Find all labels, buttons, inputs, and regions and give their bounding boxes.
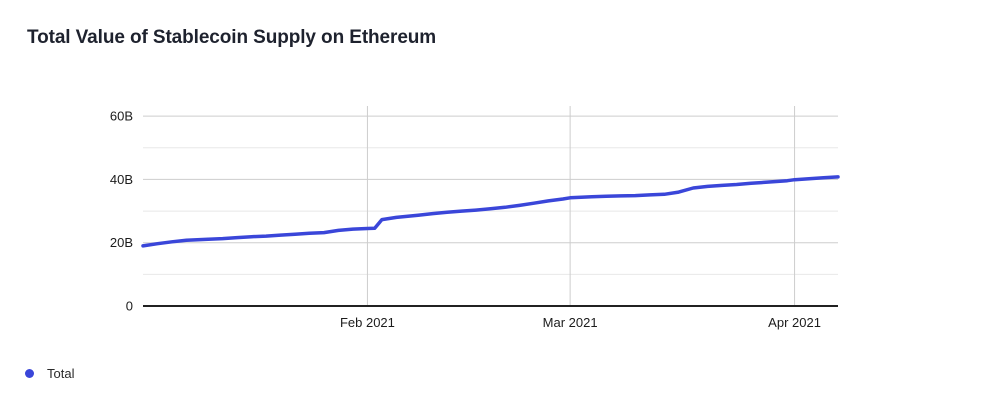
- y-tick-label: 60B: [110, 109, 133, 124]
- legend-swatch-total-icon: [25, 369, 34, 378]
- x-tick-label: Feb 2021: [340, 315, 395, 330]
- x-tick-label: Apr 2021: [768, 315, 821, 330]
- chart-title: Total Value of Stablecoin Supply on Ethe…: [27, 27, 437, 48]
- y-tick-label: 20B: [110, 235, 133, 250]
- total-line-series: [141, 175, 840, 248]
- y-tick-label: 40B: [110, 172, 133, 187]
- y-tick-label: 0: [126, 299, 133, 314]
- legend: Total: [25, 366, 74, 381]
- legend-item-total[interactable]: Total: [47, 366, 75, 381]
- x-tick-label: Mar 2021: [543, 315, 598, 330]
